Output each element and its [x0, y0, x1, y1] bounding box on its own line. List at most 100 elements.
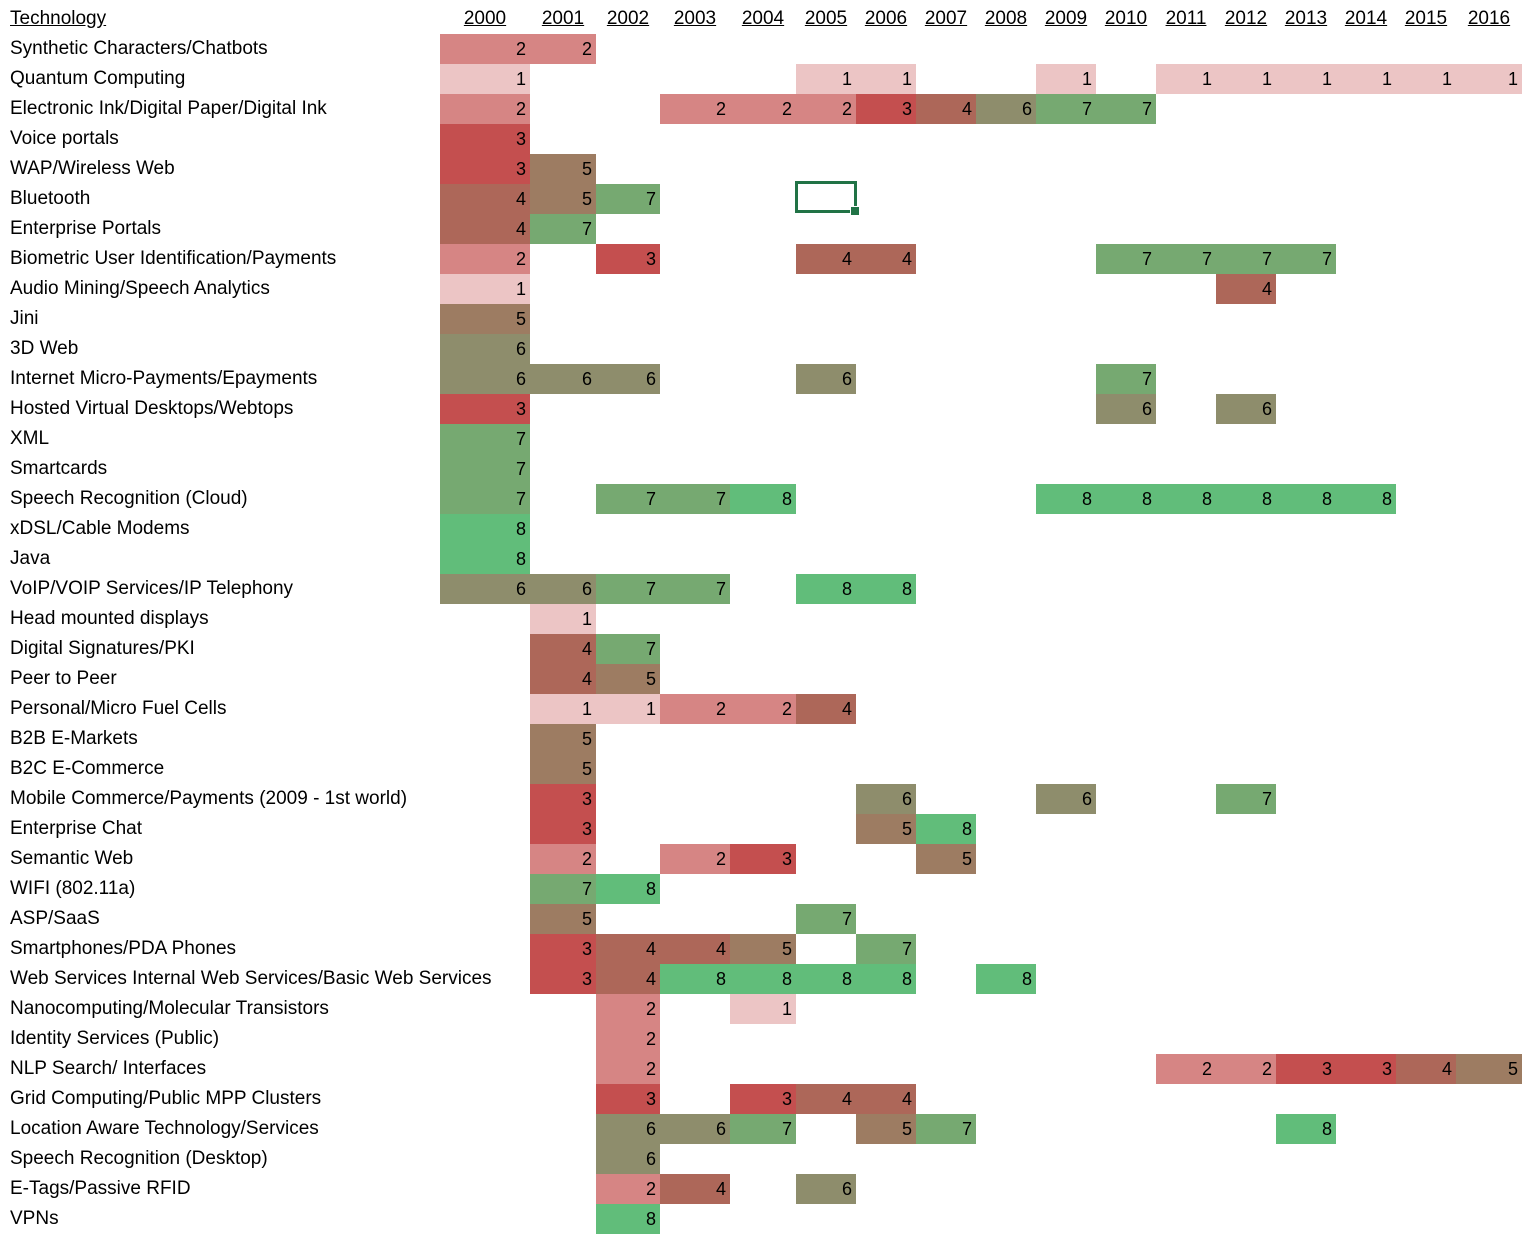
row-label[interactable]: B2C E-Commerce	[10, 758, 165, 779]
heat-cell-2007[interactable]: 4	[916, 94, 976, 124]
row-label[interactable]: Biometric User Identification/Payments	[10, 248, 337, 269]
heat-cell-2015[interactable]: 4	[1396, 1054, 1456, 1084]
heat-cell-2002[interactable]: 2	[596, 1174, 660, 1204]
year-header-2003[interactable]: 2003	[673, 8, 717, 29]
heat-cell-2005[interactable]: 6	[796, 364, 856, 394]
row-label[interactable]: NLP Search/ Interfaces	[10, 1058, 207, 1079]
heat-cell-2005[interactable]: 7	[796, 904, 856, 934]
heat-cell-2010[interactable]: 6	[1096, 394, 1156, 424]
heat-cell-2002[interactable]: 2	[596, 994, 660, 1024]
heat-cell-2006[interactable]: 7	[856, 934, 916, 964]
heat-cell-2006[interactable]: 5	[856, 1114, 916, 1144]
heat-cell-2001[interactable]: 1	[530, 694, 596, 724]
heat-cell-2012[interactable]: 6	[1216, 394, 1276, 424]
heat-cell-2001[interactable]: 7	[530, 874, 596, 904]
heat-cell-2006[interactable]: 5	[856, 814, 916, 844]
heat-cell-2011[interactable]: 1	[1156, 64, 1216, 94]
heat-cell-2009[interactable]: 6	[1036, 784, 1096, 814]
heat-cell-2001[interactable]: 5	[530, 754, 596, 784]
heat-cell-2002[interactable]: 2	[596, 1024, 660, 1054]
heat-cell-2001[interactable]: 3	[530, 964, 596, 994]
year-header-2006[interactable]: 2006	[864, 8, 908, 29]
year-header-2010[interactable]: 2010	[1104, 8, 1148, 29]
heat-cell-2001[interactable]: 6	[530, 364, 596, 394]
heat-cell-2000[interactable]: 7	[440, 454, 530, 484]
row-label[interactable]: WAP/Wireless Web	[10, 158, 175, 179]
heat-cell-2002[interactable]: 6	[596, 364, 660, 394]
year-header-2013[interactable]: 2013	[1284, 8, 1328, 29]
year-header-2001[interactable]: 2001	[541, 8, 585, 29]
heat-cell-2012[interactable]: 4	[1216, 274, 1276, 304]
heat-cell-2002[interactable]: 6	[596, 1144, 660, 1174]
heat-cell-2006[interactable]: 6	[856, 784, 916, 814]
row-label[interactable]: Semantic Web	[10, 848, 134, 869]
heat-cell-2006[interactable]: 8	[856, 964, 916, 994]
row-label[interactable]: Enterprise Chat	[10, 818, 143, 839]
heat-cell-2005[interactable]: 8	[796, 964, 856, 994]
year-header-2004[interactable]: 2004	[741, 8, 785, 29]
heat-cell-2002[interactable]: 3	[596, 244, 660, 274]
row-label[interactable]: ASP/SaaS	[10, 908, 100, 929]
heat-cell-2004[interactable]: 2	[730, 694, 796, 724]
heat-cell-2004[interactable]: 3	[730, 844, 796, 874]
row-label[interactable]: Mobile Commerce/Payments (2009 - 1st wor…	[10, 788, 408, 809]
heat-cell-2002[interactable]: 6	[596, 1114, 660, 1144]
heat-cell-2013[interactable]: 7	[1276, 244, 1336, 274]
heat-cell-2002[interactable]: 7	[596, 184, 660, 214]
heat-cell-2010[interactable]: 7	[1096, 364, 1156, 394]
row-label[interactable]: Peer to Peer	[10, 668, 117, 689]
heat-cell-2004[interactable]: 7	[730, 1114, 796, 1144]
row-label[interactable]: Electronic Ink/Digital Paper/Digital Ink	[10, 98, 327, 119]
year-header-2008[interactable]: 2008	[984, 8, 1028, 29]
heat-cell-2002[interactable]: 4	[596, 934, 660, 964]
heat-cell-2005[interactable]: 4	[796, 1084, 856, 1114]
heat-cell-2005[interactable]: 8	[796, 574, 856, 604]
heat-cell-2006[interactable]: 8	[856, 574, 916, 604]
heat-cell-2000[interactable]: 6	[440, 334, 530, 364]
heat-cell-2012[interactable]: 7	[1216, 244, 1276, 274]
heat-cell-2011[interactable]: 2	[1156, 1054, 1216, 1084]
year-header-2002[interactable]: 2002	[606, 8, 650, 29]
row-label[interactable]: VoIP/VOIP Services/IP Telephony	[10, 578, 294, 599]
heat-cell-2000[interactable]: 3	[440, 154, 530, 184]
heat-cell-2003[interactable]: 2	[660, 844, 730, 874]
heat-cell-2000[interactable]: 3	[440, 394, 530, 424]
row-label[interactable]: Enterprise Portals	[10, 218, 162, 239]
row-label[interactable]: xDSL/Cable Modems	[10, 518, 190, 539]
year-header-2009[interactable]: 2009	[1044, 8, 1088, 29]
heat-cell-2004[interactable]: 3	[730, 1084, 796, 1114]
year-header-2016[interactable]: 2016	[1467, 8, 1511, 29]
heat-cell-2004[interactable]: 1	[730, 994, 796, 1024]
row-label[interactable]: B2B E-Markets	[10, 728, 138, 749]
heat-cell-2011[interactable]: 7	[1156, 244, 1216, 274]
heat-cell-2000[interactable]: 3	[440, 124, 530, 154]
heat-cell-2006[interactable]: 4	[856, 1084, 916, 1114]
heat-cell-2003[interactable]: 2	[660, 694, 730, 724]
row-label[interactable]: Web Services Internal Web Services/Basic…	[10, 968, 492, 989]
row-label[interactable]: Personal/Micro Fuel Cells	[10, 698, 227, 719]
heat-cell-2006[interactable]: 4	[856, 244, 916, 274]
heat-cell-2016[interactable]: 5	[1456, 1054, 1522, 1084]
heat-cell-2000[interactable]: 2	[440, 244, 530, 274]
heat-cell-2001[interactable]: 7	[530, 214, 596, 244]
heat-cell-2000[interactable]: 1	[440, 274, 530, 304]
heat-cell-2002[interactable]: 8	[596, 1204, 660, 1234]
heat-cell-2005[interactable]: 6	[796, 1174, 856, 1204]
row-label[interactable]: Internet Micro-Payments/Epayments	[10, 368, 318, 389]
heat-cell-2009[interactable]: 7	[1036, 94, 1096, 124]
heat-cell-2004[interactable]: 2	[730, 94, 796, 124]
row-label[interactable]: Location Aware Technology/Services	[10, 1118, 319, 1139]
heat-cell-2002[interactable]: 3	[596, 1084, 660, 1114]
heat-cell-2006[interactable]: 1	[856, 64, 916, 94]
heat-cell-2005[interactable]: 4	[796, 244, 856, 274]
heat-cell-2001[interactable]: 5	[530, 154, 596, 184]
heat-cell-2000[interactable]: 4	[440, 214, 530, 244]
heat-cell-2001[interactable]: 1	[530, 604, 596, 634]
heat-cell-2013[interactable]: 3	[1276, 1054, 1336, 1084]
heat-cell-2004[interactable]: 8	[730, 484, 796, 514]
heat-cell-2014[interactable]: 8	[1336, 484, 1396, 514]
heat-cell-2013[interactable]: 8	[1276, 484, 1336, 514]
heat-cell-2014[interactable]: 1	[1336, 64, 1396, 94]
row-label[interactable]: Java	[10, 548, 51, 569]
